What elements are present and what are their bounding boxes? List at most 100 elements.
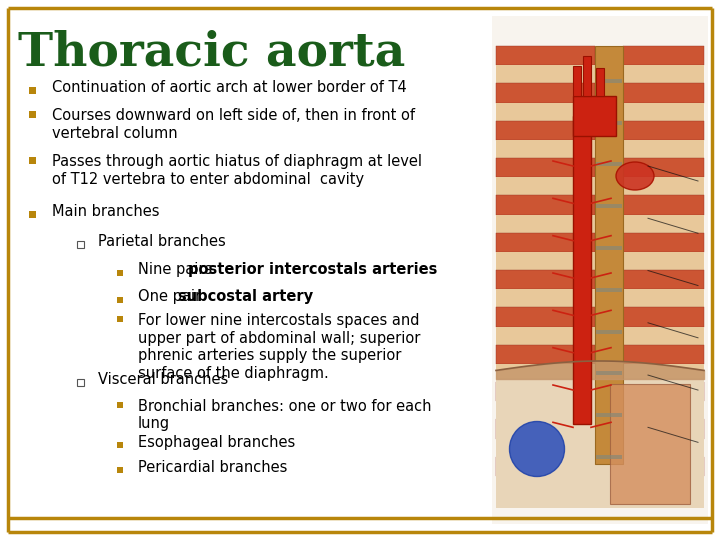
Bar [623,327,704,345]
Bar [117,442,123,448]
Bar [623,364,704,382]
Bar [596,455,622,459]
Bar [496,195,595,215]
Bar [117,316,123,322]
Ellipse shape [510,422,564,476]
Bar [623,270,704,289]
Bar [29,111,35,118]
Text: Nine pairs: Nine pairs [138,262,217,277]
Bar [496,103,595,120]
Bar [496,401,595,420]
Bar [623,103,704,120]
Text: posterior intercostals arteries: posterior intercostals arteries [188,262,437,277]
Text: For lower nine intercostals spaces and: For lower nine intercostals spaces and [138,313,420,328]
Text: Thoracic aorta: Thoracic aorta [18,30,405,76]
Bar [596,288,622,292]
Text: vertebral column: vertebral column [52,126,178,140]
Bar [496,289,595,307]
Bar [623,289,704,307]
Bar [623,307,704,327]
Bar [496,420,595,438]
Bar [623,195,704,215]
Bar [496,327,595,345]
Text: One pair: One pair [138,289,206,304]
Text: Visceral branches: Visceral branches [98,372,228,387]
Text: Parietal branches: Parietal branches [98,234,226,249]
Bar [623,438,704,457]
Text: Main branches: Main branches [52,204,160,219]
Bar [623,178,704,195]
Bar [29,211,35,218]
Text: phrenic arteries supply the superior: phrenic arteries supply the superior [138,348,401,363]
Bar [623,46,704,65]
Bar [623,457,704,476]
Bar [623,345,704,364]
Bar [623,233,704,252]
Bar [496,382,595,401]
Bar [29,86,35,93]
Bar [76,241,84,248]
Bar [623,65,704,83]
Bar [623,252,704,270]
Bar [596,79,622,83]
Bar [623,83,704,103]
Bar [496,158,595,178]
Bar [596,329,622,334]
Bar [492,16,708,524]
Bar [117,467,123,473]
Text: Continuation of aortic arch at lower border of T4: Continuation of aortic arch at lower bor… [52,79,407,94]
Bar [496,438,595,457]
Text: Courses downward on left side of, then in front of: Courses downward on left side of, then i… [52,108,415,123]
Bar [573,66,581,96]
Bar [496,364,595,382]
Text: surface of the diaphragm.: surface of the diaphragm. [138,366,329,381]
Bar [573,116,591,424]
Bar [623,120,704,140]
Bar [623,215,704,233]
Bar [596,163,622,166]
Bar [117,297,123,303]
Bar [496,215,595,233]
Text: Passes through aortic hiatus of diaphragm at level: Passes through aortic hiatus of diaphrag… [52,154,422,169]
Bar [496,65,595,83]
Text: upper part of abdominal wall; superior: upper part of abdominal wall; superior [138,330,420,346]
Bar [596,120,622,125]
Bar [117,269,123,275]
Bar [596,413,622,417]
Bar [496,140,595,158]
Bar [496,83,595,103]
Bar [117,402,123,408]
Bar [496,120,595,140]
Text: of T12 vertebra to enter abdominal  cavity: of T12 vertebra to enter abdominal cavit… [52,172,364,187]
Bar [610,384,690,504]
Bar [496,46,595,65]
Bar [496,233,595,252]
Text: Bronchial branches: one or two for each: Bronchial branches: one or two for each [138,399,431,414]
Bar [623,382,704,401]
Bar [496,457,595,476]
Bar [596,246,622,250]
Bar [596,68,604,96]
Bar [496,379,704,508]
Bar [496,252,595,270]
Bar [623,140,704,158]
Bar [583,56,591,96]
Bar [623,158,704,178]
Bar [496,345,595,364]
Ellipse shape [616,162,654,190]
Bar [596,204,622,208]
Bar [595,46,623,464]
Bar [573,96,616,136]
Bar [596,372,622,375]
Text: subcostal artery: subcostal artery [178,289,313,304]
Bar [76,379,84,386]
Bar [496,178,595,195]
Bar [29,157,35,164]
Bar [623,420,704,438]
Text: Pericardial branches: Pericardial branches [138,460,287,475]
Bar [496,307,595,327]
Bar [623,401,704,420]
Bar [496,270,595,289]
Text: Esophageal branches: Esophageal branches [138,435,295,450]
Text: lung: lung [138,416,170,431]
